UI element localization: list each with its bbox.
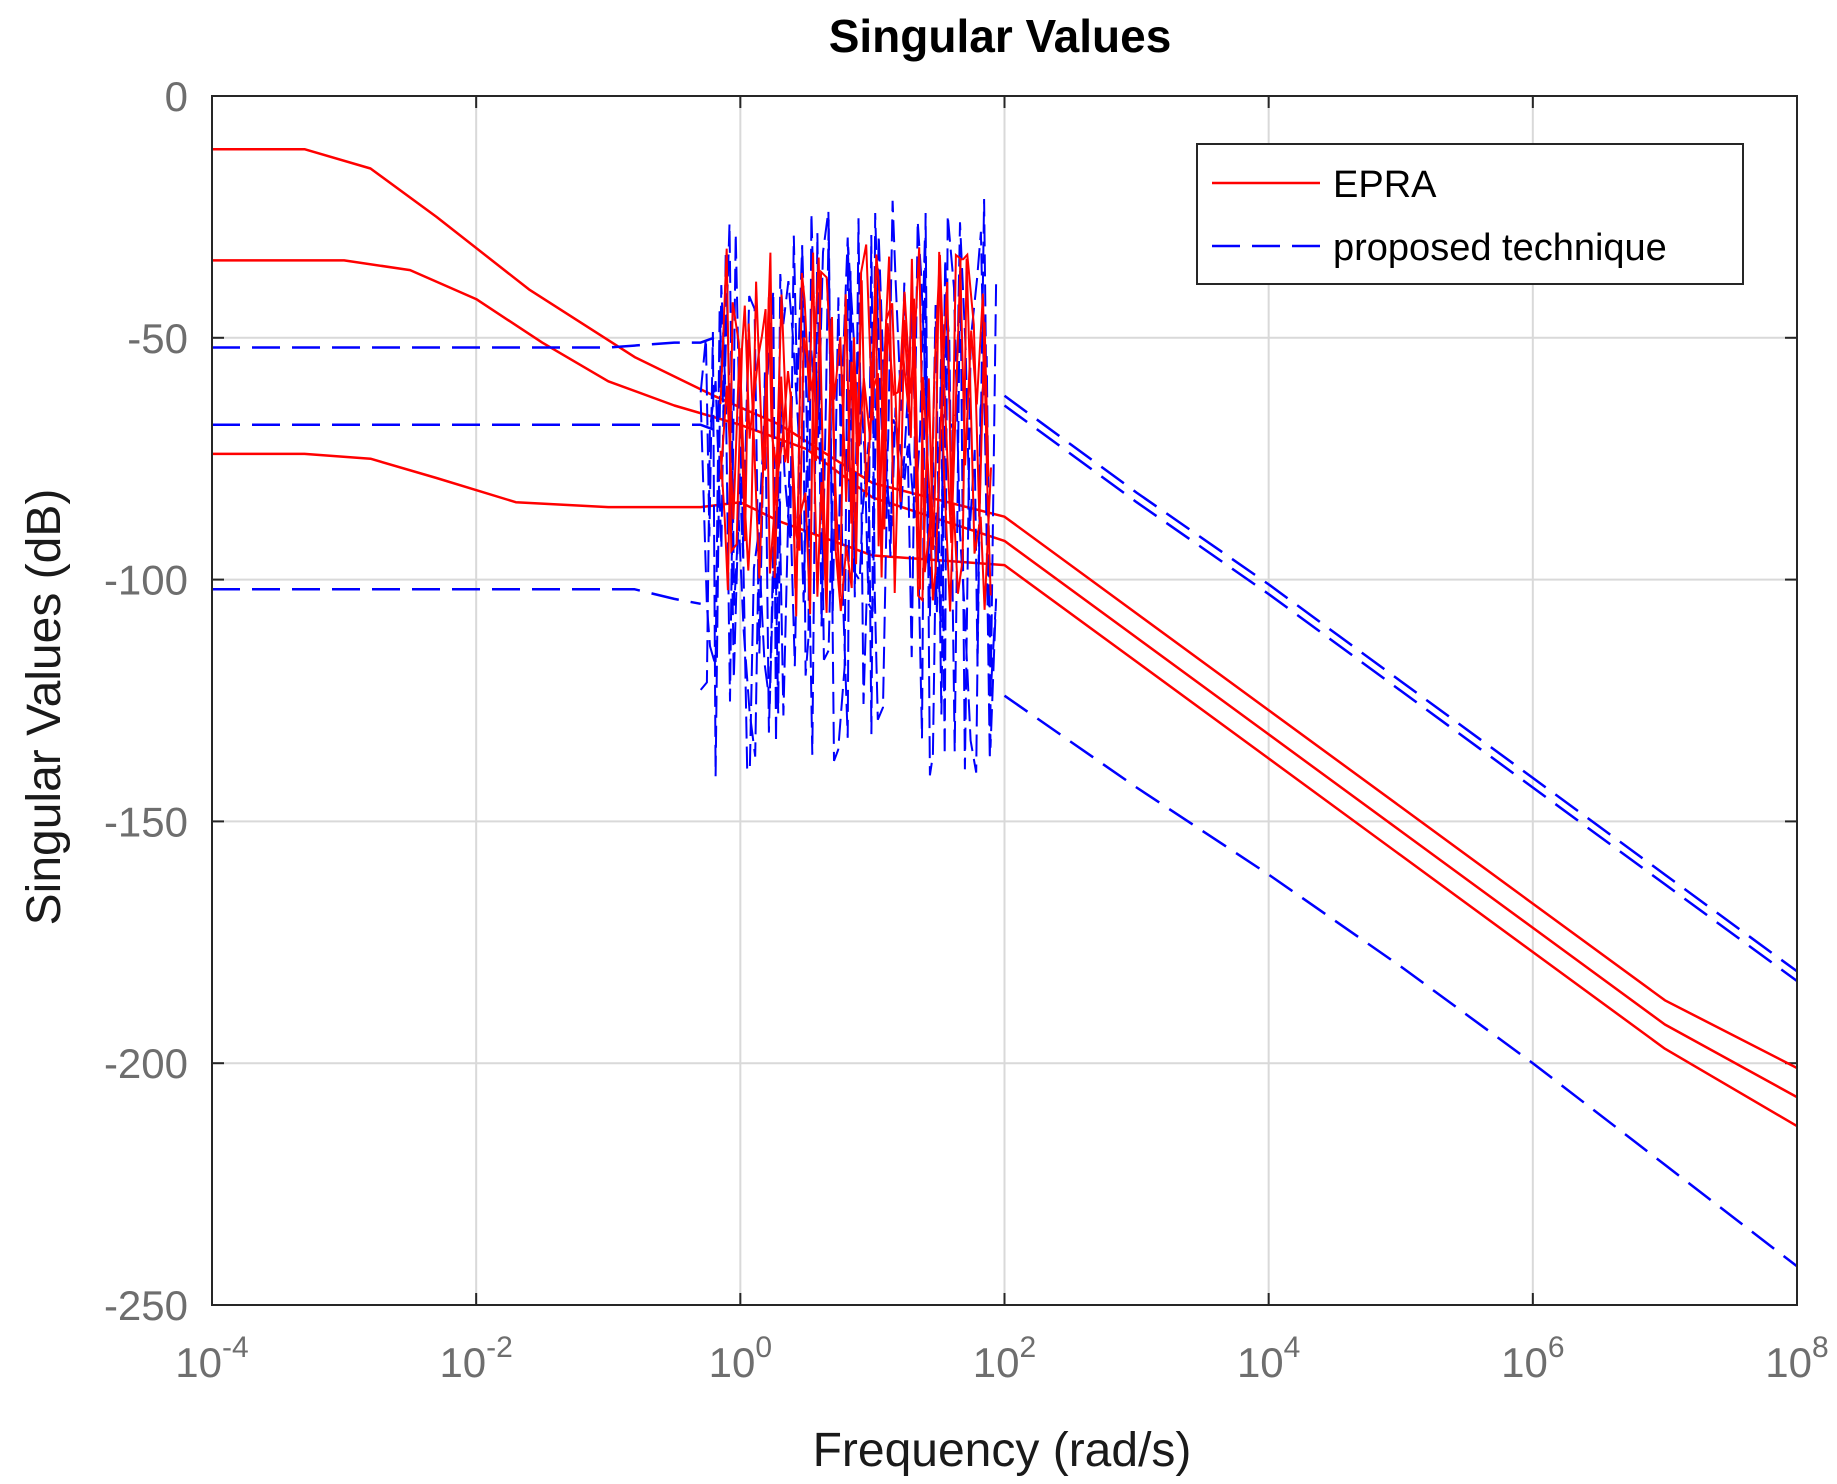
x-tick-labels: 10-4 10-2 100 102 104 106 108 [175, 1331, 1828, 1386]
legend-label-proposed-technique: proposed technique [1333, 227, 1667, 269]
chart-title: Singular Values [829, 10, 1172, 62]
y-axis-label: Singular Values (dB) [18, 489, 71, 926]
x-tick-label: 108 [1765, 1331, 1828, 1386]
grid [211, 95, 1798, 1306]
y-tick-label: 0 [165, 73, 188, 120]
legend-box [1196, 143, 1744, 285]
series-line-proposed-technique [212, 336, 715, 349]
series-line-epra [212, 147, 1798, 1070]
resonance-trace [719, 248, 992, 617]
x-tick-label: 10-4 [175, 1331, 248, 1386]
y-tick-label: -150 [104, 798, 188, 845]
series-line-proposed-technique [212, 423, 715, 431]
series-line-proposed-technique [1003, 394, 1798, 973]
resonance-region [699, 198, 998, 777]
x-tick-label: 102 [973, 1331, 1036, 1386]
series-proposed-technique [212, 336, 1798, 1268]
series-line-proposed-technique [212, 588, 701, 606]
y-tick-label: -250 [104, 1282, 188, 1329]
legend: EPRA proposed technique [1196, 143, 1744, 285]
y-tick-label: -100 [104, 557, 188, 604]
series-line-proposed-technique [1003, 404, 1798, 983]
resonance-trace [699, 218, 998, 777]
y-tick-label: -50 [127, 315, 188, 362]
y-tick-label: -200 [104, 1040, 188, 1087]
plot-frame [211, 95, 1798, 1306]
x-tick-label: 100 [709, 1331, 772, 1386]
data-lines [212, 147, 1798, 1268]
x-axis-label: Frequency (rad/s) [813, 1424, 1192, 1477]
x-tick-label: 10-2 [439, 1331, 512, 1386]
resonance-trace [699, 198, 998, 776]
y-tick-labels: 0 -50 -100 -150 -200 -250 [104, 73, 188, 1329]
x-tick-label: 104 [1237, 1331, 1300, 1386]
legend-label-epra: EPRA [1333, 164, 1437, 206]
series-line-proposed-technique [1003, 694, 1798, 1268]
x-tick-label: 106 [1501, 1331, 1564, 1386]
